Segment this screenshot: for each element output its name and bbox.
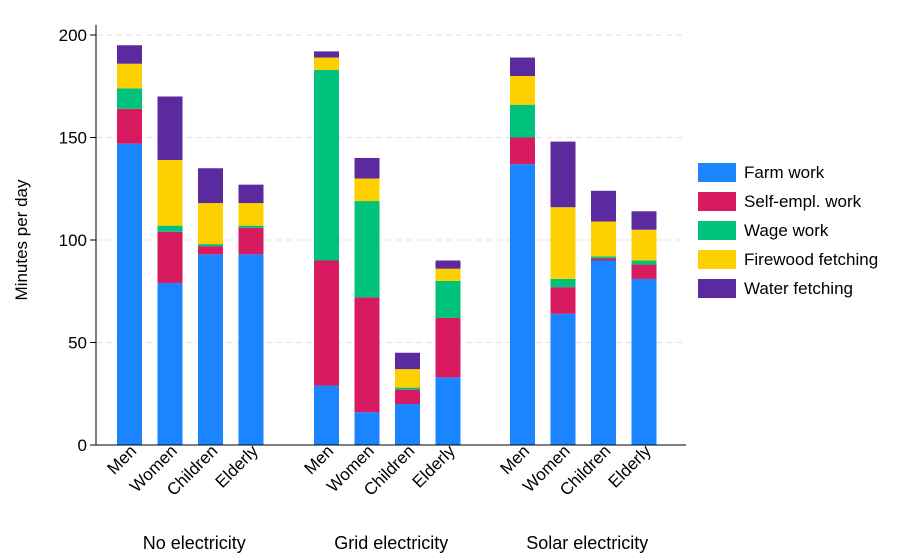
legend-label: Self-empl. work	[744, 192, 862, 211]
bar-segment	[395, 389, 420, 404]
legend-label: Firewood fetching	[744, 250, 878, 269]
bar-segment	[354, 297, 380, 413]
legend-swatch	[698, 163, 736, 182]
bar-segment	[238, 227, 264, 255]
bar-segment	[631, 229, 657, 261]
bar-segment	[435, 317, 461, 378]
y-tick-label: 200	[59, 26, 87, 45]
bar-segment	[395, 369, 420, 388]
bar-segment	[354, 201, 380, 298]
bar-segment	[591, 221, 616, 257]
bar-segment	[395, 352, 420, 370]
category-label: Elderly	[212, 441, 263, 492]
bar-segment	[314, 385, 339, 445]
legend: Farm work Self-empl. work Wage work Firewoo…	[698, 163, 878, 298]
bar-segment	[354, 412, 380, 445]
bar-segment	[435, 377, 461, 445]
bar-segment	[435, 268, 461, 281]
y-tick-label: 0	[78, 436, 87, 455]
bar-segment	[314, 69, 339, 261]
bar-segment	[550, 207, 576, 279]
bar-segment	[157, 96, 183, 161]
bar-segment	[591, 260, 616, 445]
bar-segment	[238, 225, 264, 228]
bar-segment	[198, 168, 223, 204]
legend-swatch	[698, 250, 736, 269]
group-label: No electricity	[143, 533, 246, 553]
bar-segment	[117, 143, 142, 445]
bar-segment	[198, 244, 223, 247]
bar-segment	[314, 260, 339, 386]
bar-segment	[354, 178, 380, 202]
bar-segment	[157, 283, 183, 445]
legend-label: Farm work	[744, 163, 825, 182]
bar-segment	[117, 108, 142, 144]
legend-swatch	[698, 192, 736, 211]
bar-segment	[314, 57, 339, 70]
bar-segment	[550, 287, 576, 314]
bar-segment	[510, 104, 535, 138]
gridlines	[96, 34, 686, 344]
bar-segment	[591, 190, 616, 222]
bar-segment	[395, 387, 420, 390]
bar-segment	[510, 164, 535, 445]
bar-segment	[631, 211, 657, 230]
bar-segment	[631, 260, 657, 265]
bar-segment	[435, 260, 461, 269]
y-tick-label: 100	[59, 231, 87, 250]
bar-segment	[354, 158, 380, 179]
legend-label: Wage work	[744, 221, 829, 240]
bar-segment	[157, 225, 183, 232]
bar-segment	[117, 45, 142, 64]
bar-segment	[550, 141, 576, 208]
legend-label: Water fetching	[744, 279, 853, 298]
bar-segment	[157, 231, 183, 284]
y-ticks: 0 50 100 150 200	[59, 26, 96, 455]
bar-segment	[238, 203, 264, 226]
y-tick-label: 150	[59, 129, 87, 148]
category-label: Elderly	[605, 441, 656, 492]
bar-segment	[591, 256, 616, 259]
bar-segment	[198, 203, 223, 245]
bar-segment	[510, 57, 535, 76]
group-label: Solar electricity	[526, 533, 648, 553]
bar-segment	[435, 281, 461, 318]
bar-segment	[117, 88, 142, 109]
group-labels: No electricity Grid electricity Solar elec…	[143, 533, 649, 553]
bar-segment	[550, 278, 576, 288]
bar-segment	[510, 137, 535, 165]
bar-segment	[157, 160, 183, 226]
bar-segment	[510, 76, 535, 105]
bar-segment	[238, 254, 264, 445]
group-label: Grid electricity	[334, 533, 448, 553]
bar-segment	[631, 278, 657, 445]
category-label: Elderly	[409, 441, 460, 492]
bar-segment	[198, 254, 223, 445]
bar-segment	[631, 264, 657, 279]
bars	[117, 45, 657, 445]
legend-swatch	[698, 279, 736, 298]
axes	[95, 24, 686, 446]
y-axis-title: Minutes per day	[12, 179, 31, 300]
bar-segment	[314, 51, 339, 58]
bar-segment	[238, 184, 264, 204]
bar-segment	[395, 404, 420, 445]
bar-segment	[550, 313, 576, 445]
legend-swatch	[698, 221, 736, 240]
bar-segment	[198, 246, 223, 255]
bar-segment	[117, 63, 142, 89]
bar-segment	[591, 258, 616, 261]
y-tick-label: 50	[68, 334, 87, 353]
